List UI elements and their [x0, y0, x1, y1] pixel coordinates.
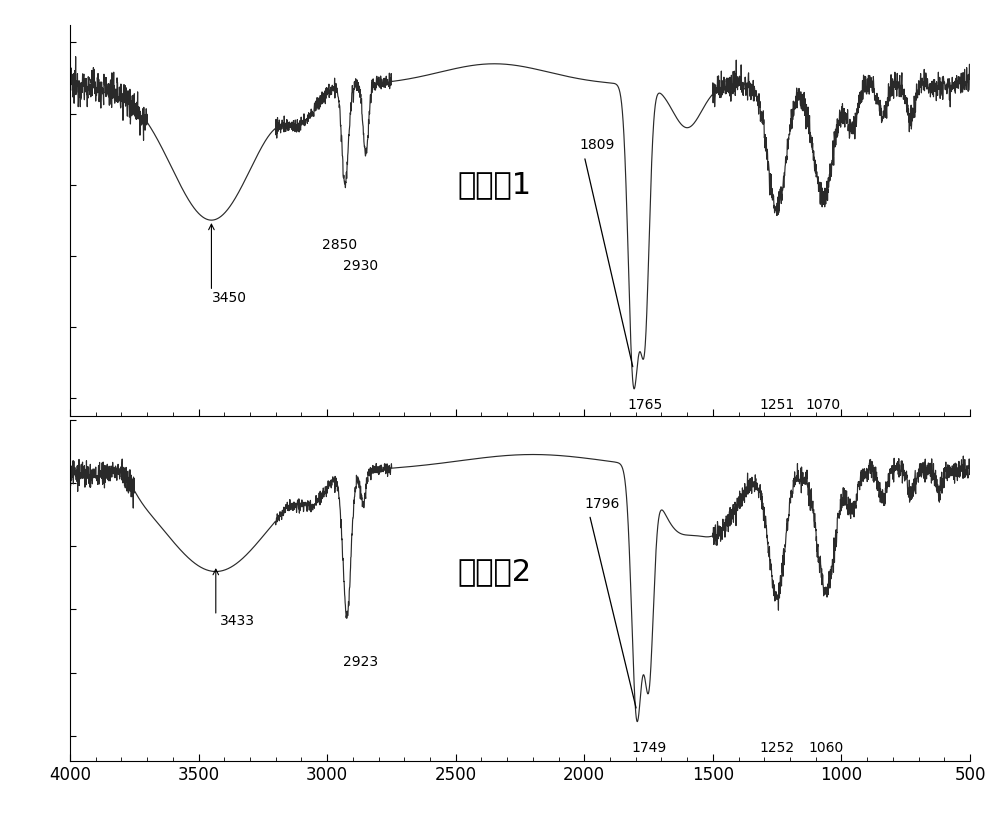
Text: 1765: 1765: [627, 398, 662, 412]
Text: 3450: 3450: [212, 291, 247, 305]
Text: 1251: 1251: [759, 398, 795, 412]
Text: 1252: 1252: [759, 741, 794, 755]
Text: 1060: 1060: [808, 741, 844, 755]
Text: 2923: 2923: [343, 655, 378, 669]
Text: 实施例2: 实施例2: [457, 557, 531, 586]
Text: 2930: 2930: [343, 259, 378, 273]
Text: 2850: 2850: [322, 238, 358, 252]
Text: 1749: 1749: [631, 741, 666, 755]
Text: 实施例1: 实施例1: [457, 170, 531, 199]
Text: 1070: 1070: [806, 398, 841, 412]
Text: 1809: 1809: [579, 138, 615, 152]
Text: 3433: 3433: [220, 614, 255, 628]
Text: 1796: 1796: [584, 497, 620, 511]
